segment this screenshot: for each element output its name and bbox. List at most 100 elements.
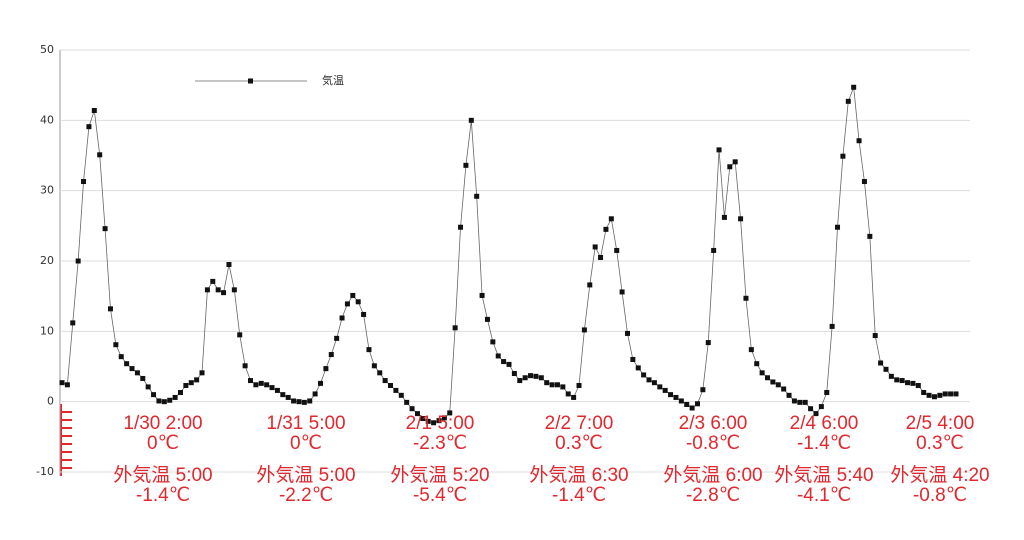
point [565,391,571,397]
point [614,247,620,253]
point [624,330,630,336]
point [953,391,959,397]
annotation: 外気温 6:00 [663,464,762,486]
series-line [61,87,956,424]
point [813,411,819,417]
annotation: -1.4℃ [552,485,606,506]
point [409,406,415,412]
point [759,370,765,376]
point [770,379,776,385]
point [113,342,119,348]
point [264,382,270,388]
point [490,339,496,345]
annotation: 2/2 7:00 [545,413,614,434]
point [242,363,248,369]
point [786,392,792,398]
point [398,392,404,398]
annotation: -4.1℃ [797,485,851,506]
point [948,391,954,397]
point [452,325,458,331]
point [931,394,937,400]
point [414,411,420,417]
annotation: -2.8℃ [686,485,740,506]
point [167,397,173,403]
point [937,392,943,398]
y-tick-label: 10 [40,324,54,337]
point [129,366,135,372]
point [802,399,808,405]
point [721,214,727,220]
point [280,392,286,398]
point [835,224,841,230]
point [355,299,361,305]
point [942,391,948,397]
annotation: 外気温 5:00 [113,464,212,486]
point [818,404,824,410]
point [307,398,313,404]
point [592,244,598,250]
annotation: 外気温 4:20 [890,464,989,486]
point [474,193,480,199]
annotation: -1.4℃ [797,433,851,454]
point [350,292,356,298]
point [894,377,900,383]
point [668,392,674,398]
point [878,360,884,366]
point [81,179,87,185]
point [156,398,162,404]
point [910,380,916,386]
point [808,406,814,412]
point [431,420,437,426]
point [641,372,647,378]
point [328,352,334,358]
point [118,354,124,360]
point [64,382,70,388]
point [226,262,232,268]
point [711,247,717,253]
point [738,216,744,222]
point [161,399,167,405]
point [495,353,501,359]
point [479,292,485,298]
annotation: 0℃ [290,433,322,454]
point [915,382,921,388]
point [312,391,318,397]
point [797,399,803,405]
point [678,398,684,404]
y-tick-label: 30 [40,184,54,197]
point [754,361,760,367]
annotation: 0.3℃ [916,433,964,454]
point [447,410,453,416]
point [420,416,426,422]
point [237,332,243,338]
point [689,405,695,411]
point [781,386,787,392]
point [705,340,711,346]
point [468,117,474,123]
annotation: -1.4℃ [136,485,190,506]
point [528,373,534,379]
point [285,394,291,400]
point [662,387,668,393]
point [107,306,113,312]
point [856,138,862,144]
point [845,98,851,104]
point [775,382,781,388]
point [366,347,372,353]
point [463,162,469,168]
point [608,216,614,222]
point [339,315,345,321]
annotation: 外気温 5:40 [774,464,873,486]
point [576,382,582,388]
point [921,390,927,396]
point [484,316,490,322]
annotation: 外気温 5:00 [256,464,355,486]
point [598,254,604,260]
point [635,365,641,371]
point [134,370,140,376]
point [59,380,65,386]
annotation: -0.8℃ [686,433,740,454]
point [334,335,340,341]
legend-label: 気温 [322,73,344,87]
point [905,380,911,386]
